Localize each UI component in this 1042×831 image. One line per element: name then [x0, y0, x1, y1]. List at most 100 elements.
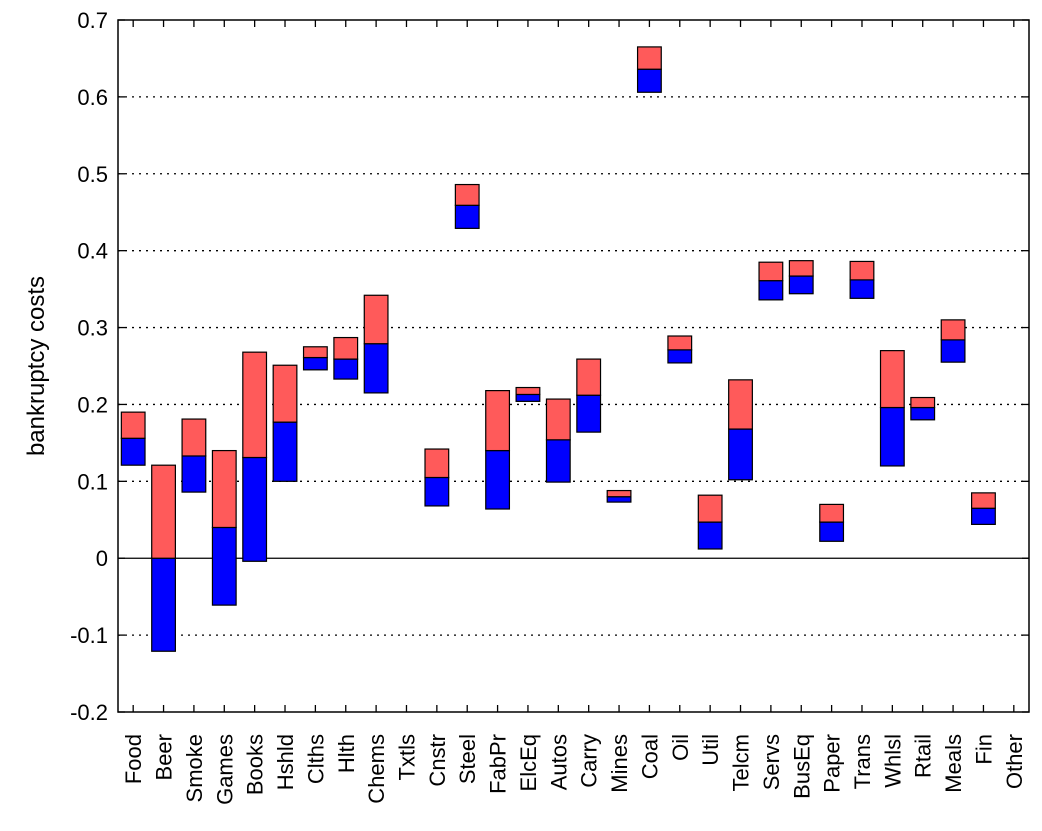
bar-segment-hlth [333, 336, 359, 360]
bar-segment-steel [454, 183, 480, 206]
x-tick-label: Whlsl [880, 734, 905, 788]
bar-segment-buseq [788, 260, 814, 277]
bar-segment-clths [302, 346, 328, 359]
x-tick-label: Telcm [729, 734, 754, 791]
y-tick-label: 0.7 [77, 8, 108, 33]
x-tick-label: Games [212, 734, 237, 805]
bar-segment-coal [636, 46, 662, 70]
x-tick-label: Hlth [334, 734, 359, 773]
x-tick-label: Autos [546, 734, 571, 790]
x-tick-label: Util [698, 734, 723, 766]
bar-segment-carry [576, 358, 602, 396]
bar-segment-autos [545, 439, 571, 483]
bar-segment-rtail [910, 396, 936, 409]
plot-frame [117, 19, 1030, 713]
bar-segment-smoke [181, 455, 207, 493]
bar-segment-carry [576, 394, 602, 433]
bar-segment-whlsl [879, 406, 905, 467]
x-tick-label: Paper [820, 734, 845, 793]
bar-segment-cnstr [424, 476, 450, 507]
x-tick-label: Steel [455, 734, 480, 784]
y-tick-label: 0 [96, 546, 108, 571]
bar-segment-servs [758, 280, 784, 301]
x-tick-label: Meals [941, 734, 966, 793]
bar-segment-steel [454, 204, 480, 229]
y-tick-label: -0.2 [70, 700, 108, 725]
y-tick-label: 0.4 [77, 239, 108, 264]
x-tick-label: Coal [637, 734, 662, 779]
bar-segment-hshld [272, 421, 298, 482]
bar-segment-rtail [910, 406, 936, 421]
bar-segment-elceq [515, 393, 541, 402]
bar-segment-autos [545, 398, 571, 441]
bar-segment-telcm [728, 379, 753, 430]
x-tick-label: Txtls [394, 734, 419, 780]
bar-segment-food [120, 437, 146, 466]
bar-segment-whlsl [879, 350, 905, 409]
bar-segment-meals [940, 319, 966, 341]
bar-segment-servs [758, 261, 784, 282]
y-axis-label: bankruptcy costs [23, 276, 50, 456]
bar-segment-clths [302, 356, 328, 371]
bar-segment-trans [849, 260, 875, 281]
x-tick-label: Chems [364, 734, 389, 804]
bar-segment-books [242, 456, 268, 562]
y-tick-label: 0.1 [77, 469, 108, 494]
x-tick-label: FabPr [486, 734, 511, 794]
x-tick-label: Food [121, 734, 146, 784]
bar-segment-paper [819, 503, 845, 523]
x-tick-label: Carry [577, 734, 602, 788]
x-tick-label: Cnstr [425, 734, 450, 787]
y-tick-label: -0.1 [70, 623, 108, 648]
bar-segment-util [697, 521, 723, 550]
x-tick-label: ElcEq [516, 734, 541, 791]
bar-segment-beer [151, 464, 176, 559]
bar-segment-mines [606, 489, 632, 498]
bar-segment-games [211, 449, 237, 529]
bar-segment-food [120, 411, 146, 439]
x-tick-label: BusEq [789, 734, 814, 799]
x-tick-label: Trans [850, 734, 875, 789]
x-tick-label: Clths [303, 734, 328, 784]
bar-segment-cnstr [424, 448, 450, 479]
x-tick-label: Rtail [911, 734, 936, 778]
y-tick-label: 0.3 [77, 316, 108, 341]
bar-segment-chems [363, 294, 389, 345]
bar-segment-meals [940, 339, 966, 363]
bar-segment-fabpr [485, 449, 511, 510]
bar-segment-chems [363, 343, 389, 394]
x-tick-label: Other [1002, 734, 1027, 789]
bar-segment-oil [667, 349, 693, 364]
bar-segment-mines [606, 496, 632, 503]
axes: -0.2 -0.1 0 0.1 0.2 0.3 0.4 0.5 0.6 0.7 Food Beer Sm… [70, 8, 1029, 805]
y-tick-label: 0.2 [77, 392, 108, 417]
bar-segment-beer [151, 557, 176, 652]
bar-segment-util [697, 494, 723, 523]
bar-segment-elceq [515, 386, 541, 396]
x-tick-label: Oil [668, 734, 693, 761]
x-tick-label: Beer [152, 734, 177, 780]
bar-segment-smoke [181, 418, 207, 457]
bar-segment-trans [849, 279, 875, 299]
bar-segment-fin [971, 507, 996, 525]
x-tick-label: Books [243, 734, 268, 795]
bar-segment-buseq [788, 275, 814, 295]
x-tick-label: Fin [971, 734, 996, 765]
bar-segment-hlth [333, 358, 359, 380]
bar-segment-paper [819, 521, 845, 542]
x-tick-label: Servs [759, 734, 784, 790]
bar-segment-games [211, 526, 237, 606]
bar-segment-hshld [272, 364, 298, 423]
x-tick-label: Hshld [273, 734, 298, 790]
y-tick-label: 0.5 [77, 162, 108, 187]
x-tick-label: Smoke [182, 734, 207, 802]
y-tick-label: 0.6 [77, 85, 108, 110]
bar-segment-fabpr [485, 390, 511, 452]
bar-segment-fin [971, 492, 996, 509]
bars [120, 46, 996, 652]
x-tick-label: Mines [607, 734, 632, 793]
gridlines [118, 96, 1029, 636]
bar-segment-books [242, 351, 268, 459]
bar-segment-telcm [728, 428, 753, 481]
